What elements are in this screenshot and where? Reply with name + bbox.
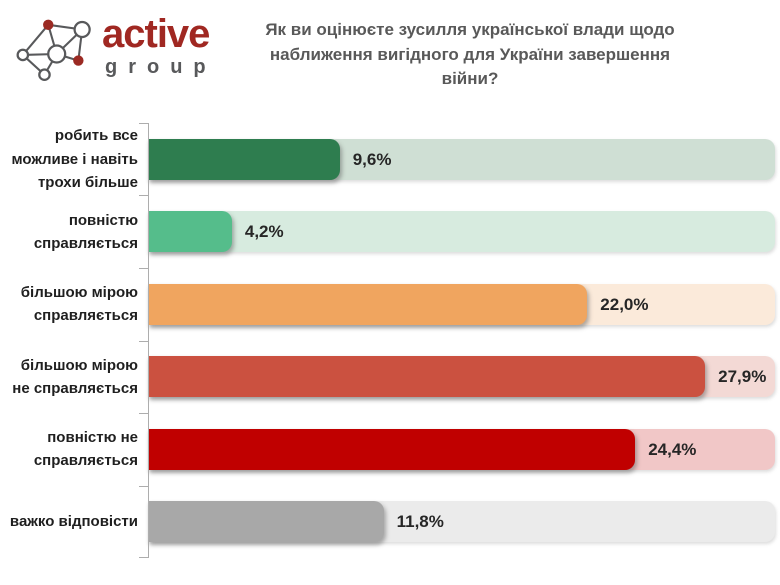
- bar-plot-area: 24,4%: [148, 428, 775, 470]
- bar-track: [148, 211, 775, 253]
- value-label: 22,0%: [600, 294, 649, 314]
- category-label: важко відповісти: [9, 513, 138, 531]
- chart-row: робить все можливе і навіть трохи більше…: [0, 123, 780, 196]
- value-label: 11,8%: [396, 512, 444, 532]
- category-label: повністю не справляється: [33, 429, 138, 470]
- axis-tick: [139, 340, 148, 342]
- bar-plot-area: 4,2%: [148, 211, 775, 253]
- chart-title: Як ви оцінюєте зусилля української влади…: [265, 20, 675, 89]
- logo-wordmark-active: active: [102, 12, 210, 56]
- chart-row: важко відповісти 11,8%: [0, 486, 780, 559]
- bar-plot-area: 27,9%: [148, 356, 775, 398]
- value-label: 27,9%: [718, 367, 767, 387]
- chart-row: більшою мірою не справляється 27,9%: [0, 341, 780, 414]
- logo-text: active group: [102, 6, 217, 77]
- bar-plot-area: 22,0%: [148, 283, 775, 325]
- axis-tick: [139, 123, 148, 124]
- axis-tick: [139, 267, 148, 269]
- bar: [148, 138, 340, 180]
- bar-plot-area: 11,8%: [148, 501, 775, 543]
- chart-row: повністю не справляється 24,4%: [0, 413, 780, 486]
- value-label: 24,4%: [648, 439, 697, 459]
- value-label: 9,6%: [352, 149, 392, 169]
- axis-tick: [139, 195, 148, 197]
- axis-tick: [139, 485, 148, 487]
- chart-row: більшою мірою справляється 22,0%: [0, 268, 780, 341]
- logo-wordmark-group: group: [105, 56, 217, 78]
- header: active group Як ви оцінюєте зусилля укра…: [0, 0, 780, 98]
- axis-tick: [139, 412, 148, 414]
- category-label: більшою мірою не справляється: [12, 356, 138, 397]
- bar: [148, 283, 588, 325]
- network-logo-icon: [16, 19, 91, 82]
- bar-plot-area: 9,6%: [148, 138, 775, 180]
- logo: active group: [8, 6, 217, 86]
- axis-tick: [139, 557, 148, 558]
- chart-row: повністю справляється 4,2%: [0, 196, 780, 269]
- chart-rows: робить все можливе і навіть трохи більше…: [0, 123, 780, 558]
- bar-chart: робить все можливе і навіть трохи більше…: [0, 123, 780, 558]
- bar: [148, 356, 706, 398]
- bar: [148, 211, 232, 253]
- y-axis-line: [139, 123, 149, 558]
- bar: [148, 428, 636, 470]
- value-label: 4,2%: [244, 222, 284, 242]
- category-label: робить все можливе і навіть трохи більше: [11, 127, 138, 191]
- bar: [148, 501, 384, 543]
- category-label: повністю справляється: [33, 211, 138, 252]
- category-label: більшою мірою справляється: [20, 284, 138, 325]
